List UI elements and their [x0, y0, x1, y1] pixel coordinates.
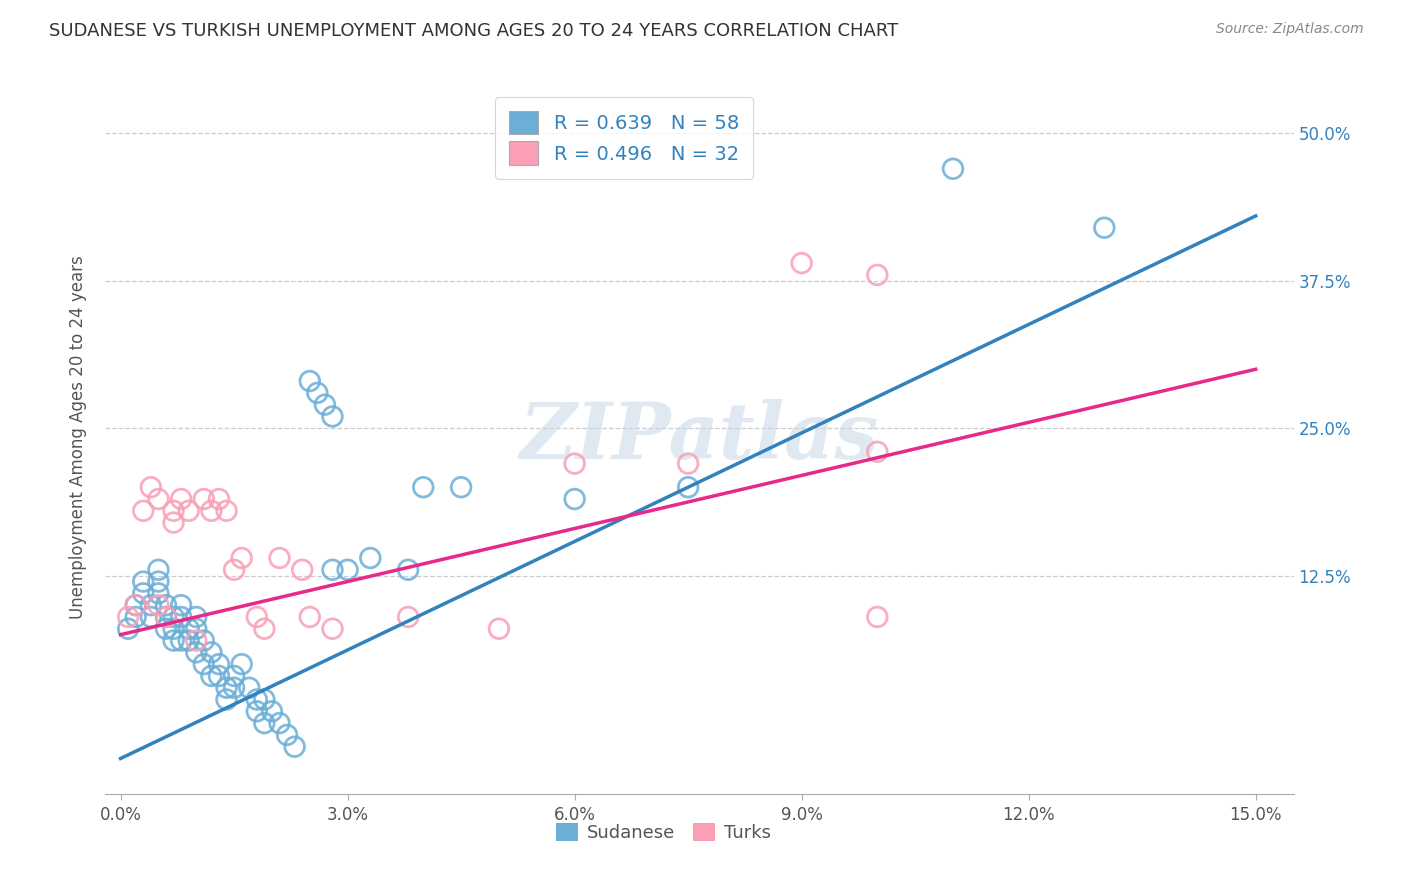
Point	[125, 598, 148, 612]
Point	[132, 504, 155, 518]
Point	[148, 491, 170, 506]
Point	[298, 610, 321, 624]
Point	[215, 504, 238, 518]
Point	[186, 633, 208, 648]
Point	[866, 268, 889, 282]
Point	[186, 645, 208, 659]
Point	[238, 681, 260, 695]
Point	[162, 610, 184, 624]
Point	[284, 739, 307, 754]
Point	[139, 598, 162, 612]
Point	[231, 551, 253, 566]
Point	[132, 574, 155, 589]
Point	[246, 704, 269, 718]
Point	[125, 598, 148, 612]
Point	[412, 480, 434, 494]
Point	[790, 256, 813, 270]
Point	[117, 622, 139, 636]
Point	[260, 704, 283, 718]
Point	[155, 622, 177, 636]
Point	[177, 504, 200, 518]
Point	[193, 491, 215, 506]
Point	[488, 622, 510, 636]
Point	[170, 598, 193, 612]
Point	[162, 622, 184, 636]
Point	[253, 716, 276, 731]
Point	[396, 610, 419, 624]
Point	[200, 504, 222, 518]
Point	[139, 480, 162, 494]
Point	[177, 633, 200, 648]
Point	[215, 692, 238, 706]
Point	[231, 657, 253, 672]
Point	[155, 610, 177, 624]
Point	[253, 622, 276, 636]
Point	[866, 610, 889, 624]
Point	[162, 516, 184, 530]
Point	[208, 669, 231, 683]
Text: Source: ZipAtlas.com: Source: ZipAtlas.com	[1216, 22, 1364, 37]
Point	[222, 669, 245, 683]
Point	[215, 681, 238, 695]
Point	[177, 622, 200, 636]
Point	[132, 586, 155, 600]
Point	[148, 563, 170, 577]
Point	[155, 610, 177, 624]
Point	[200, 669, 222, 683]
Point	[321, 563, 343, 577]
Point	[193, 657, 215, 672]
Point	[162, 633, 184, 648]
Point	[276, 728, 298, 742]
Point	[314, 398, 336, 412]
Point	[148, 574, 170, 589]
Text: ZIPatlas: ZIPatlas	[520, 399, 879, 475]
Legend: Sudanese, Turks: Sudanese, Turks	[550, 815, 779, 849]
Point	[336, 563, 359, 577]
Point	[222, 563, 245, 577]
Point	[359, 551, 381, 566]
Point	[253, 692, 276, 706]
Point	[298, 374, 321, 388]
Point	[117, 610, 139, 624]
Point	[866, 445, 889, 459]
Point	[564, 457, 586, 471]
Point	[222, 681, 245, 695]
Point	[148, 598, 170, 612]
Point	[269, 716, 291, 731]
Point	[162, 504, 184, 518]
Point	[564, 491, 586, 506]
Point	[676, 457, 699, 471]
Point	[208, 491, 231, 506]
Point	[208, 657, 231, 672]
Point	[450, 480, 472, 494]
Point	[193, 633, 215, 648]
Point	[200, 645, 222, 659]
Point	[396, 563, 419, 577]
Point	[269, 551, 291, 566]
Point	[170, 491, 193, 506]
Point	[125, 610, 148, 624]
Y-axis label: Unemployment Among Ages 20 to 24 years: Unemployment Among Ages 20 to 24 years	[69, 255, 87, 619]
Point	[942, 161, 965, 176]
Point	[170, 610, 193, 624]
Text: SUDANESE VS TURKISH UNEMPLOYMENT AMONG AGES 20 TO 24 YEARS CORRELATION CHART: SUDANESE VS TURKISH UNEMPLOYMENT AMONG A…	[49, 22, 898, 40]
Point	[139, 610, 162, 624]
Point	[321, 409, 343, 424]
Point	[148, 586, 170, 600]
Point	[246, 692, 269, 706]
Point	[321, 622, 343, 636]
Point	[291, 563, 314, 577]
Point	[676, 480, 699, 494]
Point	[186, 610, 208, 624]
Point	[246, 610, 269, 624]
Point	[307, 385, 329, 400]
Point	[186, 622, 208, 636]
Point	[1092, 220, 1115, 235]
Point	[155, 598, 177, 612]
Point	[170, 633, 193, 648]
